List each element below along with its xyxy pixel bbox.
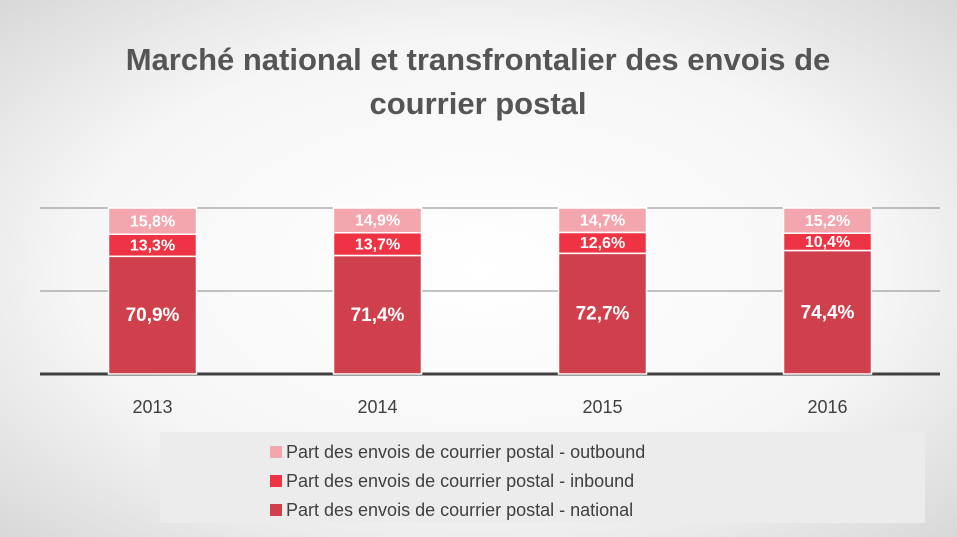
data-label: 74,4% (801, 302, 855, 323)
legend-label: Part des envois de courrier postal - inb… (286, 471, 634, 491)
legend-swatch (270, 446, 282, 458)
data-label: 10,4% (805, 234, 850, 251)
data-label: 70,9% (126, 305, 180, 326)
bar-segment (557, 252, 648, 375)
bar-segment (107, 255, 198, 375)
legend-box (160, 432, 925, 523)
data-label: 13,7% (355, 236, 400, 253)
data-label: 12,6% (580, 235, 625, 252)
legend-label: Part des envois de courrier postal - out… (286, 442, 645, 462)
legend-swatch (270, 475, 282, 487)
data-label: 15,8% (130, 213, 175, 230)
bar-segment (782, 249, 873, 375)
bar-segment (557, 207, 648, 234)
x-tick-label: 2013 (132, 397, 172, 417)
bar-segment (107, 207, 198, 235)
x-tick-label: 2015 (582, 397, 622, 417)
chart-title: Marché national et transfrontalier des e… (126, 42, 831, 77)
chart-title: courrier postal (369, 86, 586, 121)
bar-segment (332, 207, 423, 234)
legend-swatch (270, 504, 282, 516)
data-label: 71,4% (351, 305, 405, 326)
data-label: 72,7% (576, 304, 630, 325)
data-label: 14,7% (580, 212, 625, 229)
legend-label: Part des envois de courrier postal - nat… (286, 500, 633, 520)
data-label: 15,2% (805, 213, 850, 230)
bar-segment (782, 207, 873, 234)
data-label: 14,9% (355, 213, 400, 230)
data-label: 13,3% (130, 237, 175, 254)
x-tick-label: 2014 (357, 397, 397, 417)
x-tick-label: 2016 (807, 397, 847, 417)
